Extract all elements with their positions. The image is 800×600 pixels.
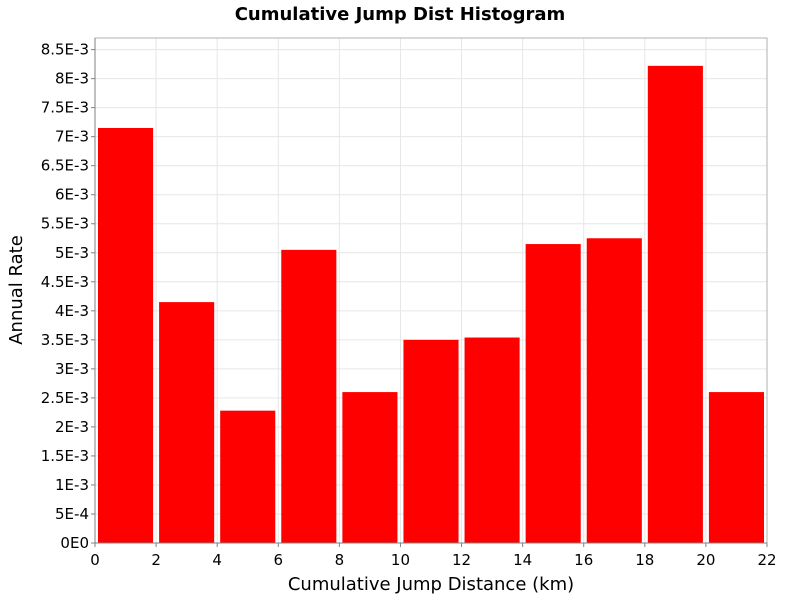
x-axis: 0 2 4 6 8 10 12 14 16 18 20 22: [90, 542, 777, 569]
x-axis-label: Cumulative Jump Distance (km): [288, 574, 574, 595]
y-tick-label: 2.5E-3: [41, 389, 89, 407]
x-tick-label: 6: [273, 551, 283, 569]
y-tick-label: 3.5E-3: [41, 331, 89, 349]
bar-0: [98, 127, 154, 544]
x-tick-label: 12: [452, 551, 471, 569]
x-tick-label: 0: [90, 551, 100, 569]
chart-title: Cumulative Jump Dist Histogram: [235, 4, 566, 25]
x-tick-label: 10: [391, 551, 410, 569]
x-tick-label: 8: [335, 551, 345, 569]
x-tick-label: 4: [212, 551, 222, 569]
bar-3: [281, 249, 337, 544]
bar-8: [586, 238, 642, 544]
y-tick-label: 8.5E-3: [41, 41, 89, 59]
y-tick-label: 7.5E-3: [41, 99, 89, 117]
bars: [98, 65, 764, 544]
y-tick-label: 8E-3: [55, 70, 89, 88]
y-tick-label: 2E-3: [55, 418, 89, 436]
y-tick-label: 3E-3: [55, 360, 89, 378]
y-tick-label: 4.5E-3: [41, 273, 89, 291]
y-tick-label: 6.5E-3: [41, 157, 89, 175]
y-tick-label: 6E-3: [55, 186, 89, 204]
x-tick-label: 18: [635, 551, 654, 569]
y-tick-label: 1E-3: [55, 476, 89, 494]
bar-7: [525, 244, 581, 543]
bar-1: [159, 302, 215, 543]
x-tick-label: 20: [696, 551, 715, 569]
y-tick-label: 5E-4: [55, 505, 89, 523]
y-tick-label: 7E-3: [55, 128, 89, 146]
y-tick-label: 5.5E-3: [41, 215, 89, 233]
bar-2: [220, 410, 276, 543]
bar-9: [647, 65, 703, 544]
y-tick-label: 0E0: [60, 534, 89, 552]
y-axis: 0E0 5E-4 1E-3 1.5E-3 2E-3 2.5E-3 3E-3 3.5E-3 4E-…: [41, 38, 96, 552]
y-tick-label: 4E-3: [55, 302, 89, 320]
bar-4: [342, 392, 398, 543]
bar-6: [464, 337, 520, 543]
y-tick-label: 5E-3: [55, 244, 89, 262]
y-tick-label: 1.5E-3: [41, 447, 89, 465]
x-tick-label: 16: [574, 551, 593, 569]
y-axis-label: Annual Rate: [6, 235, 27, 345]
bar-5: [403, 339, 459, 543]
bar-10: [708, 392, 764, 543]
x-tick-label: 22: [757, 551, 776, 569]
x-tick-label: 2: [151, 551, 161, 569]
x-tick-label: 14: [513, 551, 532, 569]
